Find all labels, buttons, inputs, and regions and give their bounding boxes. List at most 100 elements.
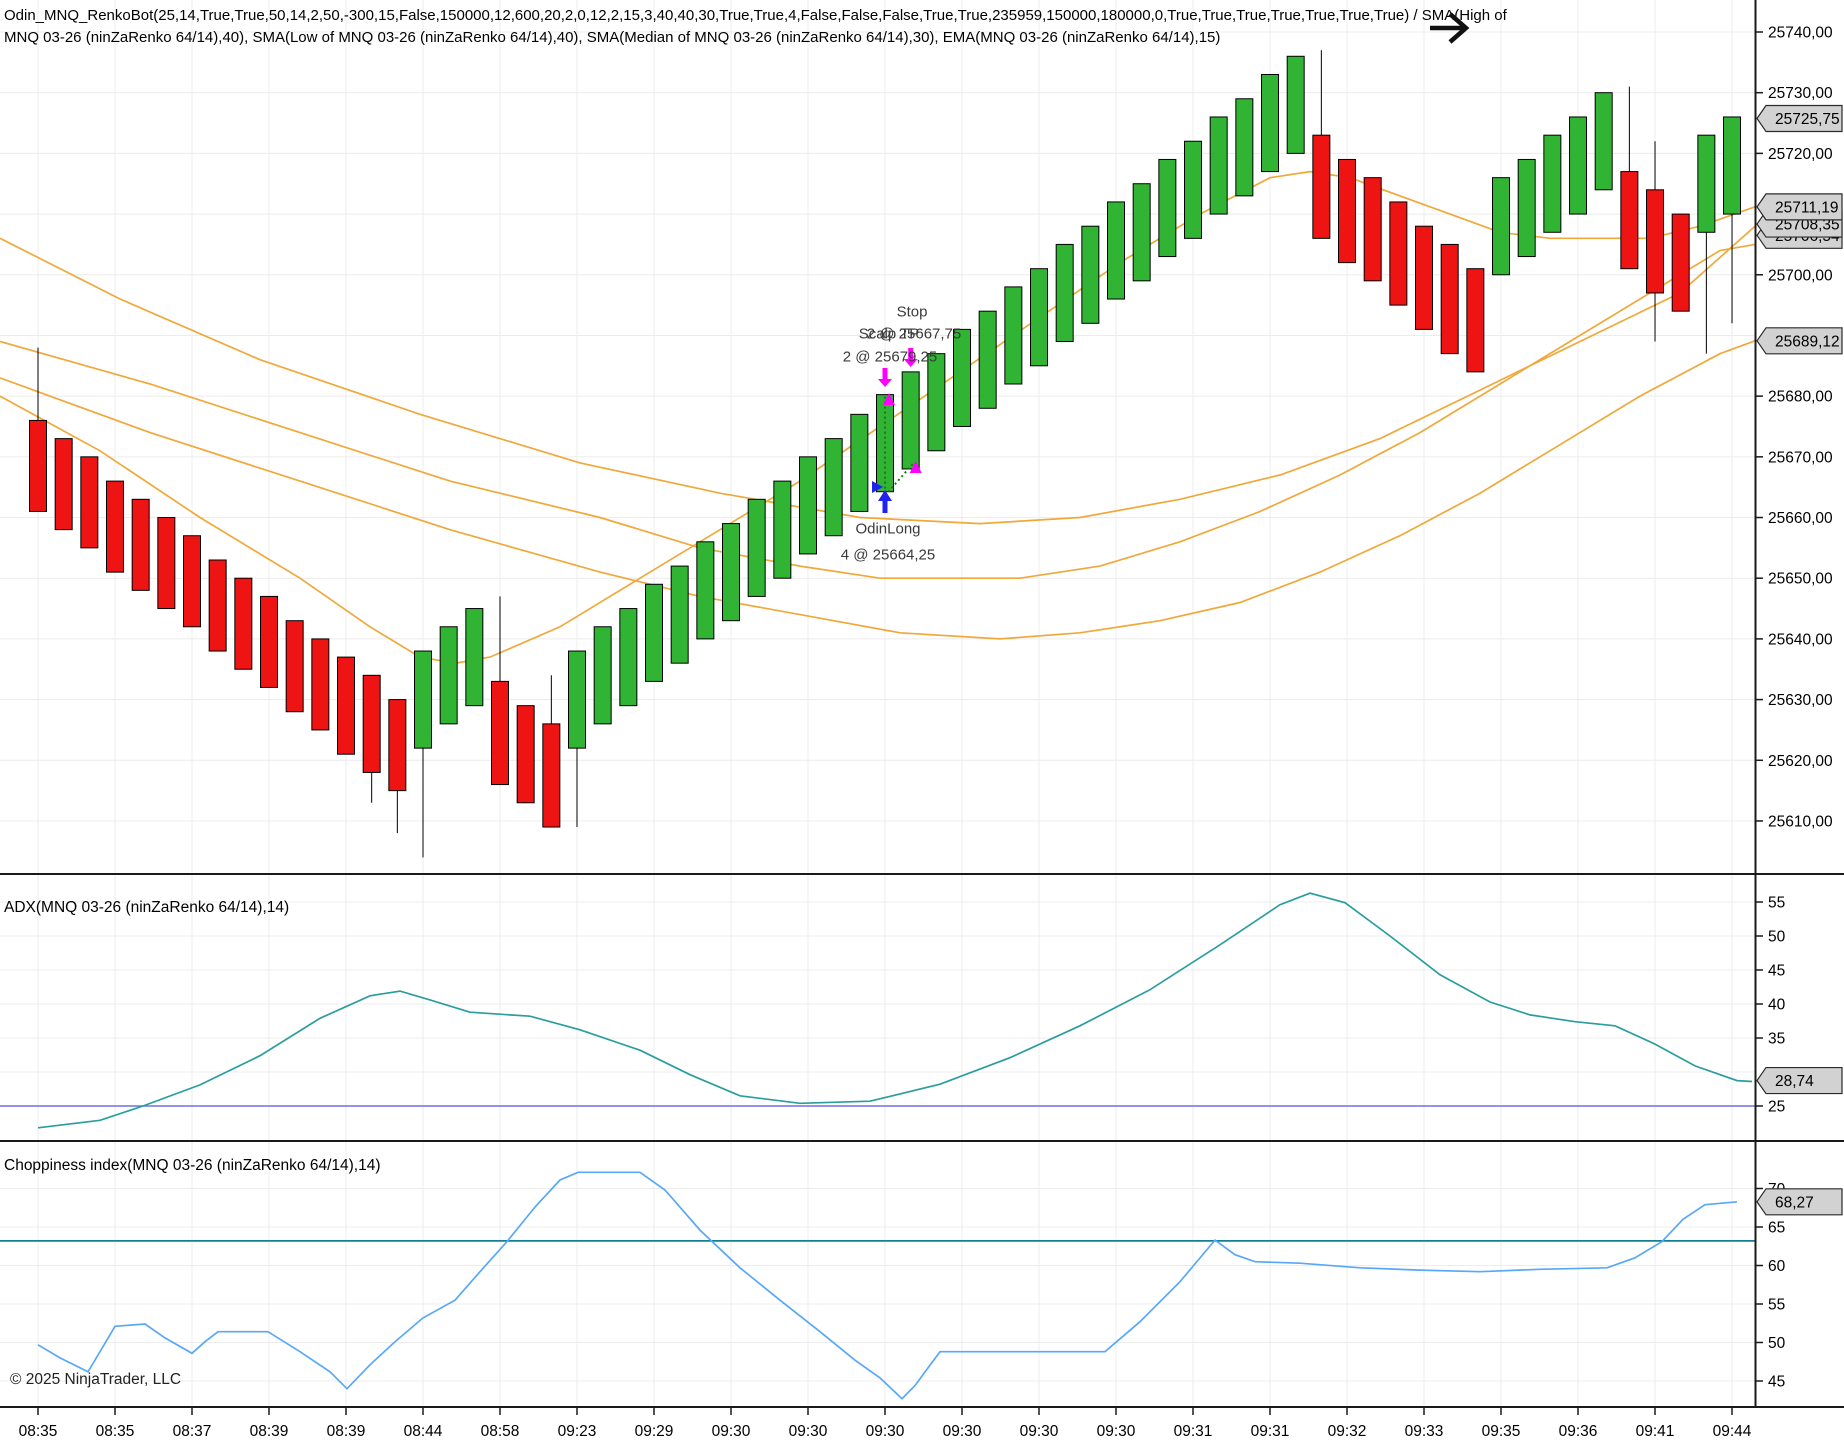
- axis-label: 25700,00: [1768, 267, 1833, 284]
- axis-label: 08:58: [481, 1423, 520, 1440]
- chop-panel[interactable]: [0, 1142, 1755, 1406]
- renko-brick: [696, 541, 715, 640]
- indicator-title-line1: Odin_MNQ_RenkoBot(25,14,True,True,50,14,…: [4, 7, 1507, 24]
- axis-label: 08:44: [404, 1423, 443, 1440]
- price-axis[interactable]: [1756, 0, 1844, 1407]
- renko-brick: [285, 620, 304, 713]
- renko-brick: [439, 626, 458, 725]
- renko-brick: [1107, 201, 1126, 300]
- indicator-title-line2: MNQ 03-26 (ninZaRenko 64/14),40), SMA(Lo…: [4, 29, 1221, 46]
- svg-text:25708,35: 25708,35: [1775, 217, 1840, 234]
- renko-brick: [491, 680, 510, 786]
- renko-brick: [414, 650, 433, 749]
- scalp-dotted-line: [884, 462, 915, 497]
- renko-brick: [311, 638, 330, 731]
- axis-label: 35: [1768, 1031, 1785, 1048]
- renko-brick: [29, 419, 47, 512]
- renko-brick: [568, 650, 587, 749]
- adx-panel-label: ADX(MNQ 03-26 (ninZaRenko 64/14),14): [4, 899, 290, 916]
- renko-brick: [131, 498, 150, 591]
- axis-label: 25720,00: [1768, 146, 1833, 163]
- axis-label: 55: [1768, 1297, 1785, 1314]
- gridlines: [0, 0, 1755, 1407]
- renko-brick: [1235, 98, 1254, 197]
- time-axis[interactable]: [0, 1407, 1844, 1444]
- renko-brick: [1132, 183, 1151, 282]
- axis-label: 09:31: [1174, 1423, 1213, 1440]
- renko-brick: [850, 413, 869, 512]
- indicator-title: Odin_MNQ_RenkoBot(25,14,True,True,50,14,…: [4, 5, 1507, 49]
- renko-brick: [1030, 268, 1049, 367]
- renko-brick: [1261, 73, 1280, 173]
- scroll-to-latest-button[interactable]: [1424, 4, 1478, 50]
- renko-brick: [1671, 213, 1690, 312]
- renko-brick: [927, 353, 946, 452]
- axis-label: 55: [1768, 895, 1785, 912]
- axis-label: 45: [1768, 1374, 1785, 1391]
- renko-brick: [645, 583, 664, 682]
- axis-label: 09:36: [1559, 1423, 1598, 1440]
- renko-brick: [362, 674, 381, 773]
- renko-brick: [1363, 177, 1382, 282]
- adx-line: [37, 892, 1753, 1129]
- axis-label: 25640,00: [1768, 631, 1833, 648]
- scalp-tp-annotation-label: Scalp TP: [858, 325, 920, 343]
- sma-low-40-line: [0, 340, 1756, 640]
- buy-arrow-icon: [878, 490, 893, 501]
- axis-label: 09:30: [789, 1423, 828, 1440]
- renko-brick: [670, 565, 689, 664]
- renko-brick: [1646, 189, 1665, 294]
- renko-brick: [1440, 243, 1459, 355]
- renko-brick: [1004, 286, 1023, 385]
- renko-brick: [1158, 158, 1177, 258]
- renko-brick: [1594, 92, 1613, 191]
- axis-label: 25660,00: [1768, 510, 1833, 527]
- arrow-right-icon: [1430, 12, 1470, 44]
- price-panel[interactable]: [0, 0, 1755, 873]
- sell-arrow-icon: [903, 359, 918, 367]
- axis-label: 25740,00: [1768, 25, 1833, 42]
- axis-label: 09:33: [1405, 1423, 1444, 1440]
- axis-label: 50: [1768, 1335, 1786, 1352]
- axis-label: 25650,00: [1768, 571, 1833, 588]
- axis-label: 09:30: [943, 1423, 982, 1440]
- renko-brick: [1415, 225, 1434, 330]
- axis-label: 25670,00: [1768, 449, 1833, 466]
- renko-brick: [1055, 243, 1074, 343]
- entry-annotation-label: OdinLong: [855, 520, 921, 538]
- axis-label: 25630,00: [1768, 692, 1833, 709]
- renko-candles: [29, 50, 1742, 858]
- axis-label: 09:30: [712, 1423, 751, 1440]
- renko-brick: [722, 523, 741, 622]
- tp-arrow-icon: [883, 393, 896, 405]
- axis-label: 08:39: [327, 1423, 366, 1440]
- scalp-tp-annotation-price: 2 @ 25679,25: [842, 348, 938, 366]
- renko-brick: [747, 498, 766, 597]
- renko-brick: [593, 626, 612, 725]
- axis-label: 08:35: [96, 1423, 135, 1440]
- renko-brick: [542, 723, 561, 828]
- renko-brick: [106, 480, 125, 573]
- stop-annotation-label: Stop: [896, 303, 928, 321]
- renko-brick: [978, 310, 997, 409]
- renko-brick: [1517, 158, 1536, 258]
- renko-brick: [824, 438, 843, 537]
- entry-side-arrow-icon: [872, 481, 884, 493]
- axis-label: 09:30: [1020, 1423, 1059, 1440]
- renko-brick: [953, 328, 972, 427]
- sma-median-30-line: [0, 243, 1756, 580]
- trade-markers: [872, 348, 922, 513]
- copyright-text: © 2025 NinjaTrader, LLC: [10, 1371, 182, 1388]
- renko-brick: [208, 559, 227, 652]
- renko-brick: [1338, 158, 1357, 264]
- axis-label: 40: [1768, 997, 1786, 1014]
- axis-label: 09:41: [1636, 1423, 1675, 1440]
- renko-brick: [516, 705, 535, 804]
- svg-text:25689,12: 25689,12: [1775, 333, 1840, 350]
- indicator-lines: [0, 170, 1756, 1400]
- renko-brick: [1081, 225, 1100, 324]
- axis-label: 25620,00: [1768, 753, 1833, 770]
- renko-brick: [1543, 134, 1562, 233]
- tp-arrow-icon: [909, 461, 922, 473]
